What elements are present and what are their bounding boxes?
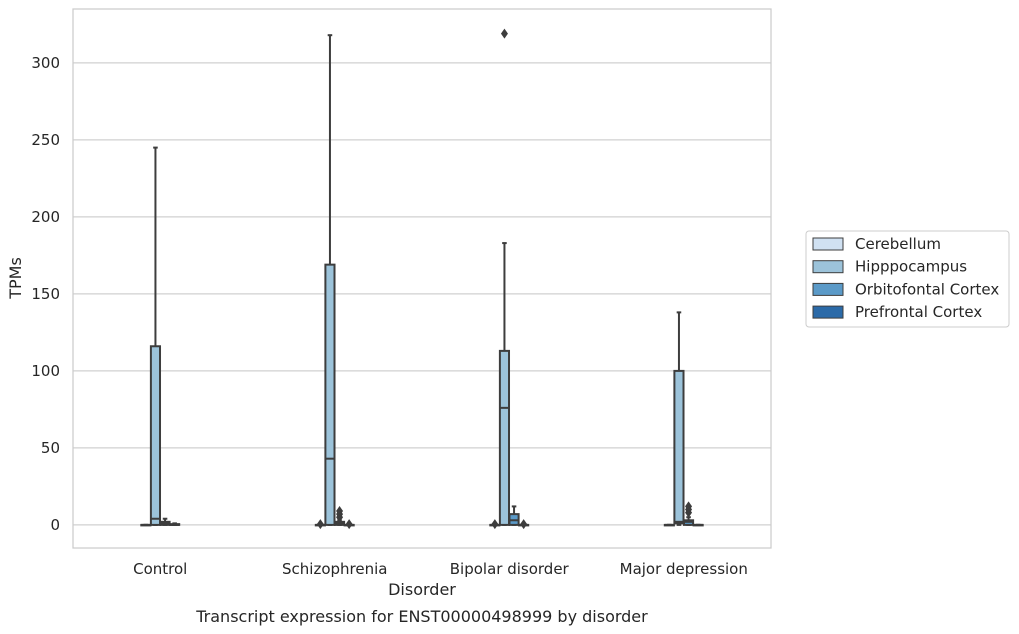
legend-label: Orbitofontal Cortex xyxy=(855,280,999,298)
iqr-box xyxy=(324,263,336,526)
y-tick-label: 0 xyxy=(50,516,60,534)
legend: Cerebellum Hipppocampus Orbitofontal Corte… xyxy=(805,230,1010,328)
box-cerebellum xyxy=(663,523,675,527)
box-orbitofontal-cortex xyxy=(159,517,171,526)
iqr-box xyxy=(498,349,511,526)
outlier-point xyxy=(685,501,693,512)
y-tick-label: 100 xyxy=(31,362,60,380)
y-axis-title: TPMs xyxy=(6,257,25,300)
box-prefrontal-cortex xyxy=(169,522,181,526)
outlier-point xyxy=(345,519,353,530)
box-cerebellum xyxy=(489,519,501,530)
outlier-point xyxy=(500,28,508,39)
box-hipppocampus xyxy=(149,146,162,526)
legend-swatch xyxy=(812,237,844,251)
box-hipppocampus xyxy=(673,311,685,526)
legend-frame xyxy=(805,230,1010,328)
outlier-point xyxy=(491,519,499,530)
legend-swatch xyxy=(812,260,844,274)
plot-frame xyxy=(72,8,772,549)
x-tick-label: Bipolar disorder xyxy=(450,560,570,578)
box-orbitofontal-cortex xyxy=(508,505,520,526)
iqr-box xyxy=(673,369,685,525)
box-prefrontal-cortex xyxy=(692,523,704,527)
chart-caption: Transcript expression for ENST0000049899… xyxy=(195,607,648,626)
box-orbitofontal-cortex xyxy=(682,501,695,526)
legend-label: Hipppocampus xyxy=(855,258,967,276)
iqr-box xyxy=(149,345,162,526)
outlier-point xyxy=(520,519,528,530)
x-tick-labels: Control Schizophrenia Bipolar disorder Majo… xyxy=(133,560,748,578)
box-hipppocampus xyxy=(324,34,336,526)
legend-label: Prefrontal Cortex xyxy=(855,303,982,321)
box-orbitofontal-cortex xyxy=(333,506,346,526)
box-cerebellum xyxy=(314,519,326,530)
legend-swatch xyxy=(812,305,844,319)
x-axis-title: Disorder xyxy=(388,580,456,599)
x-tick-label: Major depression xyxy=(620,560,748,578)
x-tick-label: Control xyxy=(133,560,187,578)
legend-swatch xyxy=(812,282,844,296)
y-tick-label: 200 xyxy=(31,208,60,226)
box-hipppocampus xyxy=(498,28,511,526)
outlier-point xyxy=(336,506,344,517)
boxes-layer xyxy=(140,28,704,530)
x-tick-label: Schizophrenia xyxy=(282,560,387,578)
outlier-point xyxy=(316,519,324,530)
y-tick-label: 50 xyxy=(41,439,60,457)
box-prefrontal-cortex xyxy=(518,519,530,530)
box-cerebellum xyxy=(140,523,152,527)
y-tick-label: 250 xyxy=(31,131,60,149)
box-prefrontal-cortex xyxy=(343,519,355,530)
grid-lines xyxy=(73,62,771,526)
y-tick-label: 300 xyxy=(31,54,60,72)
legend-label: Cerebellum xyxy=(855,235,941,253)
y-tick-labels: 0 50 100 150 200 250 300 xyxy=(31,54,60,534)
y-tick-label: 150 xyxy=(31,285,60,303)
